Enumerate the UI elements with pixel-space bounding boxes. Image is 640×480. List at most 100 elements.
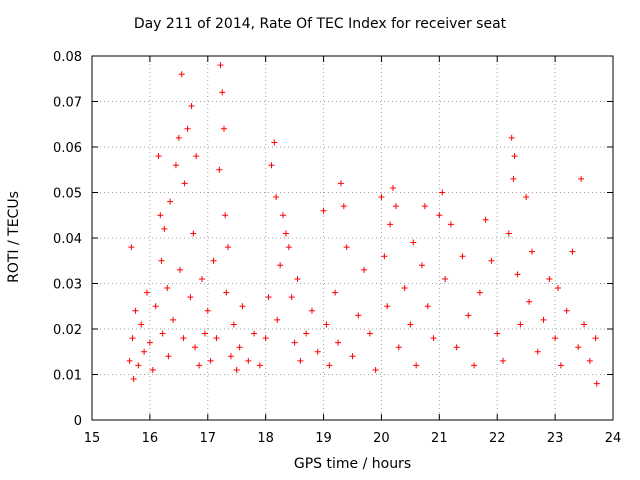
data-point xyxy=(167,198,174,205)
data-point xyxy=(256,362,263,369)
x-tick-label: 22 xyxy=(489,431,506,446)
data-point xyxy=(476,289,483,296)
data-point xyxy=(188,103,195,110)
data-point xyxy=(129,335,136,342)
data-point xyxy=(453,344,460,351)
data-point xyxy=(288,294,295,301)
data-point xyxy=(592,335,599,342)
data-point xyxy=(410,239,417,246)
data-point xyxy=(222,212,229,219)
data-point xyxy=(176,266,183,273)
data-point xyxy=(323,321,330,328)
data-point xyxy=(128,244,135,251)
data-point xyxy=(245,357,252,364)
data-point xyxy=(135,362,142,369)
data-point xyxy=(190,230,197,237)
data-point xyxy=(546,275,553,282)
data-point xyxy=(161,225,168,232)
data-point xyxy=(181,180,188,187)
data-point xyxy=(159,330,166,337)
tick-labels: 15 16 17 18 19 20 21 22 23 24 0 0.01 0.02 0.03 0.04 0.0… xyxy=(53,50,621,446)
data-point xyxy=(126,357,133,364)
grid-layer xyxy=(92,56,613,420)
x-tick-label: 18 xyxy=(257,431,274,446)
x-tick-label: 20 xyxy=(373,431,390,446)
points-layer xyxy=(126,62,600,387)
data-point xyxy=(164,285,171,292)
data-point xyxy=(593,380,600,387)
y-tick-label: 0.03 xyxy=(53,278,82,293)
data-point xyxy=(236,344,243,351)
data-point xyxy=(557,362,564,369)
x-tick-label: 15 xyxy=(84,431,101,446)
data-point xyxy=(534,348,541,355)
data-point xyxy=(220,125,227,132)
data-point xyxy=(586,357,593,364)
data-point xyxy=(262,335,269,342)
data-point xyxy=(372,366,379,373)
data-point xyxy=(273,194,280,201)
data-point xyxy=(332,289,339,296)
y-tick-label: 0.08 xyxy=(53,50,82,65)
data-point xyxy=(514,271,521,278)
data-point xyxy=(149,366,156,373)
y-tick-label: 0.07 xyxy=(53,96,82,111)
y-tick-label: 0.05 xyxy=(53,187,82,202)
data-point xyxy=(184,125,191,132)
data-point xyxy=(387,221,394,228)
y-tick-label: 0.02 xyxy=(53,323,82,338)
data-point xyxy=(294,275,301,282)
data-point xyxy=(233,366,240,373)
data-point xyxy=(343,244,350,251)
data-point xyxy=(508,134,515,141)
data-point xyxy=(465,312,472,319)
data-point xyxy=(500,357,507,364)
data-point xyxy=(447,221,454,228)
data-point xyxy=(291,339,298,346)
data-point xyxy=(219,89,226,96)
data-point xyxy=(201,330,208,337)
data-point xyxy=(210,257,217,264)
data-point xyxy=(421,203,428,210)
x-tick-label: 19 xyxy=(315,431,332,446)
data-point xyxy=(407,321,414,328)
x-tick-label: 21 xyxy=(431,431,448,446)
data-point xyxy=(138,321,145,328)
data-point xyxy=(355,312,362,319)
data-point xyxy=(251,330,258,337)
x-tick-label: 16 xyxy=(142,431,159,446)
data-point xyxy=(361,266,368,273)
data-point xyxy=(178,71,185,78)
data-point xyxy=(482,216,489,223)
data-point xyxy=(555,285,562,292)
data-point xyxy=(471,362,478,369)
data-point xyxy=(418,262,425,269)
data-point xyxy=(505,230,512,237)
y-axis-label: ROTI / TECUs xyxy=(6,191,22,283)
data-point xyxy=(340,203,347,210)
data-point xyxy=(439,189,446,196)
data-point xyxy=(213,335,220,342)
data-point xyxy=(511,153,518,160)
data-point xyxy=(277,262,284,269)
data-point xyxy=(381,253,388,260)
data-point xyxy=(146,339,153,346)
data-point xyxy=(274,316,281,323)
data-point xyxy=(326,362,333,369)
data-point xyxy=(172,162,179,169)
data-point xyxy=(540,316,547,323)
data-point xyxy=(165,353,172,360)
data-point xyxy=(459,253,466,260)
x-tick-label: 17 xyxy=(200,431,217,446)
chart-title: Day 211 of 2014, Rate Of TEC Index for r… xyxy=(133,16,507,32)
data-point xyxy=(196,362,203,369)
data-point xyxy=(424,303,431,310)
data-point xyxy=(158,257,165,264)
data-point xyxy=(239,303,246,310)
data-point xyxy=(395,344,402,351)
data-point xyxy=(320,207,327,214)
data-point xyxy=(170,316,177,323)
x-axis-label: GPS time / hours xyxy=(293,456,412,472)
data-point xyxy=(413,362,420,369)
